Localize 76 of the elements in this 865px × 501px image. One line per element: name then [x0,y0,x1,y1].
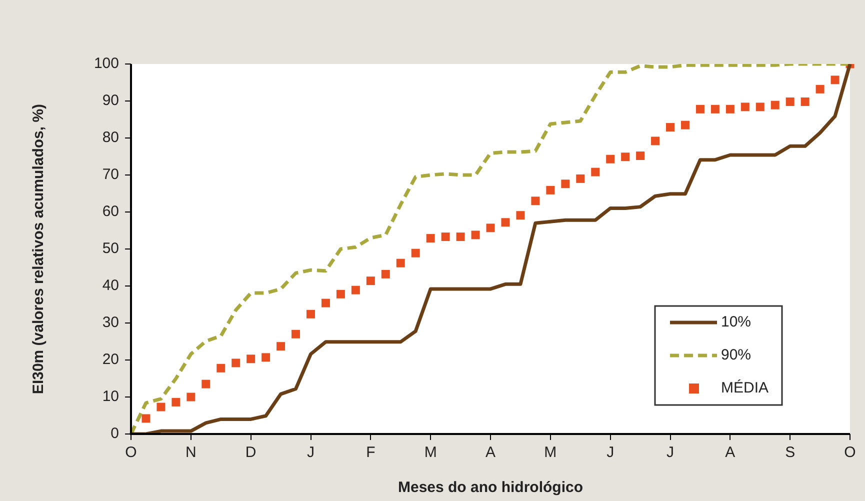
point [576,174,585,183]
y-tick-label: 10 [102,388,119,406]
point [651,136,660,146]
x-tick-label: J [307,444,314,462]
point [531,196,540,206]
x-tick-label: F [366,444,376,462]
y-tick-label: 70 [102,166,119,184]
point [381,270,390,278]
point [516,211,525,220]
x-axis-title: Meses do ano hidrológico [398,479,584,496]
point [336,290,345,298]
y-tick-label: 40 [102,277,119,294]
point [561,180,570,188]
point [680,120,690,130]
point [800,98,810,106]
point [740,102,750,112]
point [471,230,480,240]
point [262,353,270,362]
legend-label: MÉDIA [721,378,769,397]
x-tick-label: O [844,444,856,462]
x-tick-label: M [424,444,437,462]
x-tick-label: O [125,444,137,462]
point [202,380,210,388]
x-tick-label: M [544,444,557,462]
x-tick-label: S [785,444,796,462]
x-tick-label: N [185,444,196,462]
point [186,392,196,402]
y-tick-label: 100 [94,55,119,72]
x-tick-label: A [725,444,736,462]
legend-label: 90% [721,346,752,364]
point [306,310,315,318]
point [441,232,450,242]
point [292,330,300,338]
point [786,98,794,106]
point [606,154,615,164]
x-tick-label: D [245,444,256,462]
y-axis-title: EI30m (valores relativos acumulados, %) [30,104,48,394]
point [426,234,435,243]
point [666,123,674,132]
point [216,364,226,372]
point [366,276,375,286]
y-tick-label: 0 [110,425,119,442]
point [636,152,645,160]
y-tick-label: 60 [102,203,119,220]
y-tick-label: 80 [102,129,119,146]
point [351,286,360,294]
point [142,414,150,423]
point [501,218,510,227]
point [321,298,330,308]
point [276,342,286,351]
point [816,84,824,94]
point [726,104,734,114]
point [591,168,600,176]
point [486,224,495,232]
point [156,402,166,412]
point [621,152,630,162]
y-tick-label: 50 [102,240,119,258]
point [770,100,780,110]
y-tick-label: 20 [102,351,119,368]
point [830,76,840,84]
legend-label: 10% [721,314,752,331]
point [246,354,256,364]
point [756,102,764,112]
x-tick-label: J [606,444,614,462]
point [172,398,180,406]
point [710,104,720,114]
x-tick-label: J [666,444,674,462]
point [546,186,555,194]
point [396,258,405,268]
point [456,232,465,242]
x-tick-label: A [485,444,496,462]
point [696,104,704,114]
y-tick-label: 30 [102,314,119,332]
y-tick-label: 90 [102,92,119,110]
point [232,358,240,368]
point [411,248,420,258]
